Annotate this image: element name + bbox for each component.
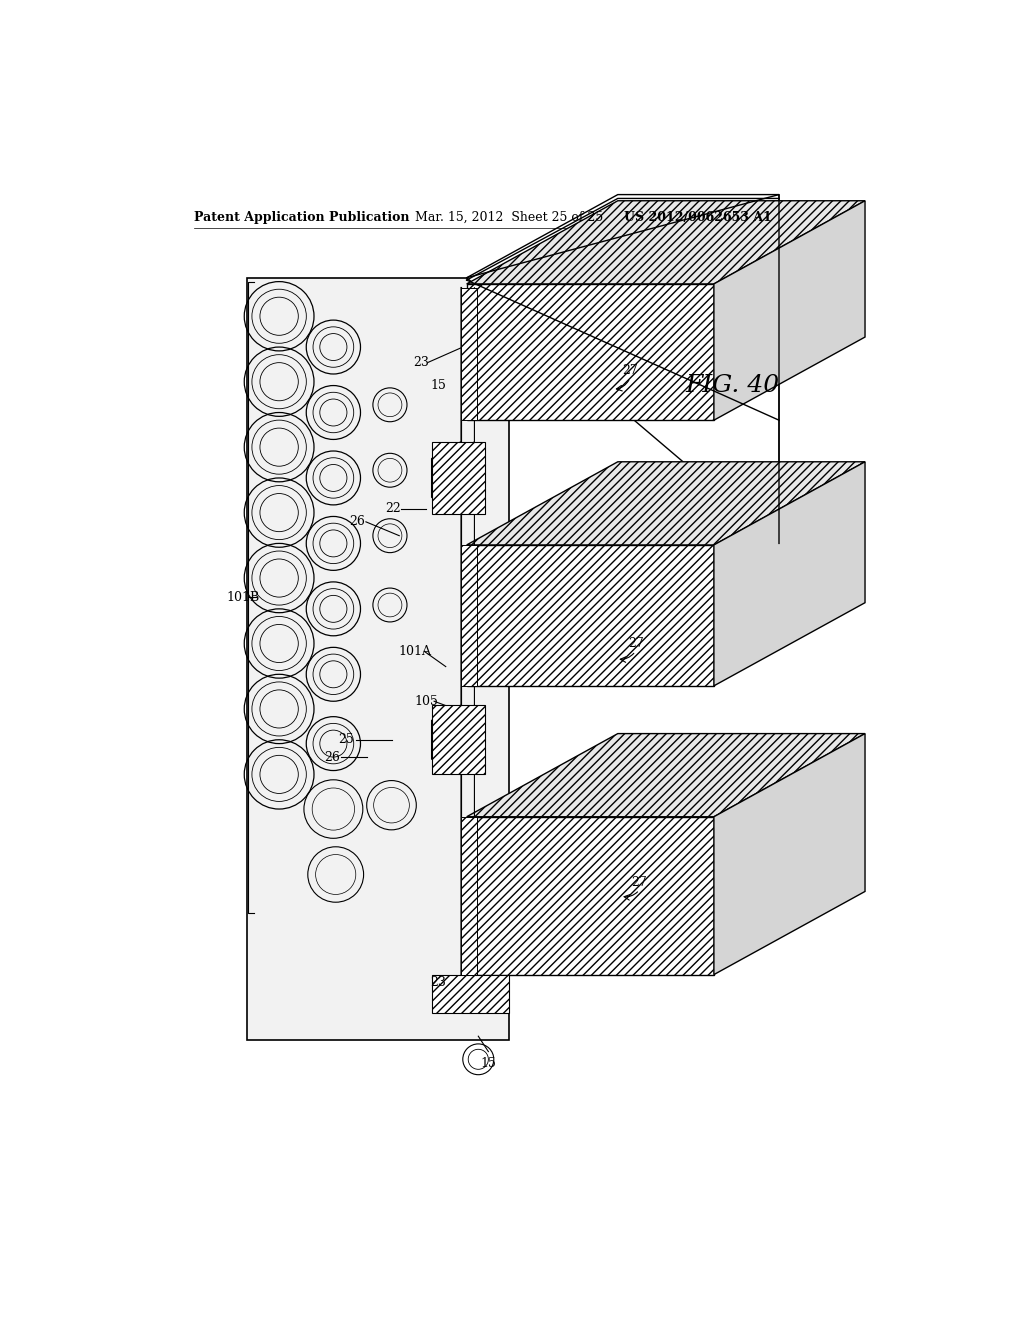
Polygon shape [432, 442, 484, 515]
Text: FIG. 40: FIG. 40 [685, 374, 779, 397]
Text: 26: 26 [324, 751, 340, 764]
Polygon shape [714, 201, 865, 420]
Text: 27: 27 [632, 875, 647, 888]
Polygon shape [467, 201, 865, 284]
Polygon shape [467, 545, 714, 686]
Text: 27: 27 [628, 638, 643, 649]
Text: 101A: 101A [398, 644, 431, 657]
Polygon shape [461, 817, 477, 974]
Text: 23: 23 [413, 356, 429, 370]
Text: Mar. 15, 2012  Sheet 25 of 25: Mar. 15, 2012 Sheet 25 of 25 [415, 211, 603, 224]
Polygon shape [467, 284, 714, 420]
Polygon shape [714, 462, 865, 686]
Text: US 2012/0062653 A1: US 2012/0062653 A1 [624, 211, 772, 224]
Text: 25: 25 [339, 733, 354, 746]
Text: 22: 22 [385, 502, 401, 515]
Text: 23: 23 [430, 975, 445, 989]
Polygon shape [461, 545, 477, 686]
Polygon shape [461, 288, 477, 420]
Polygon shape [432, 974, 509, 1014]
Polygon shape [467, 734, 865, 817]
Polygon shape [467, 817, 714, 974]
Text: 26: 26 [349, 515, 365, 528]
Text: 15: 15 [430, 379, 445, 392]
Text: 105: 105 [415, 694, 438, 708]
Text: Patent Application Publication: Patent Application Publication [194, 211, 410, 224]
Text: 101B: 101B [226, 591, 259, 603]
Polygon shape [467, 462, 865, 545]
Polygon shape [467, 194, 779, 544]
Polygon shape [432, 705, 484, 775]
Text: 27: 27 [623, 363, 638, 376]
Text: 15: 15 [480, 1056, 497, 1069]
Polygon shape [714, 734, 865, 974]
Polygon shape [247, 277, 509, 1040]
